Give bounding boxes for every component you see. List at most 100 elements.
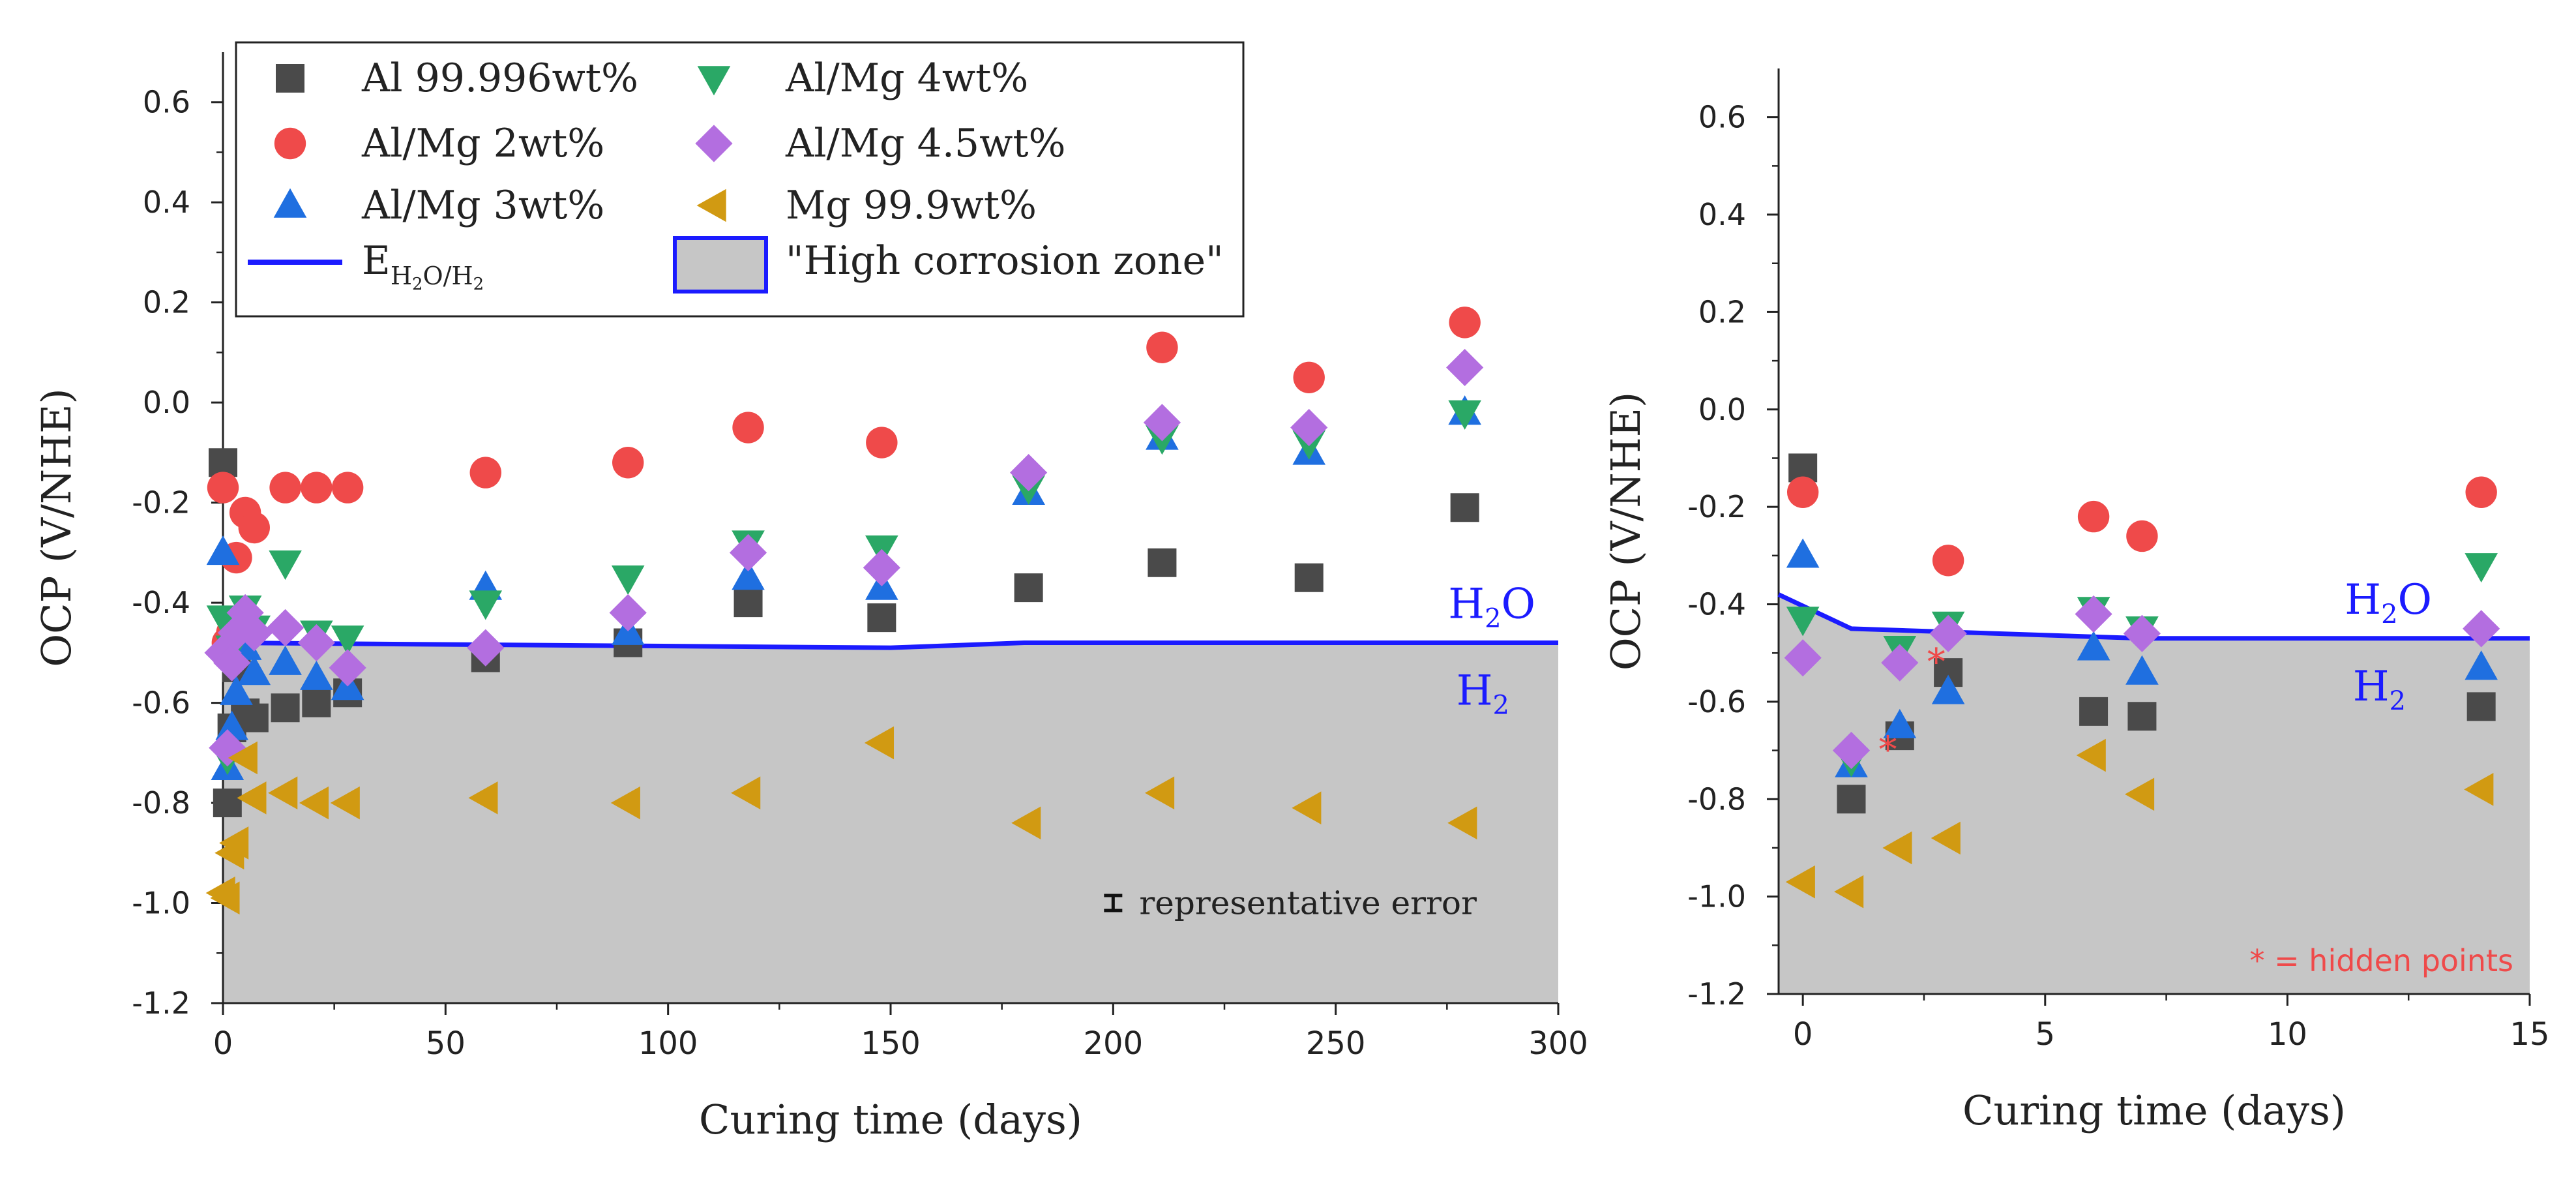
label-h2: H2	[1457, 667, 1509, 720]
x-tick-label: 100	[638, 1025, 698, 1062]
x-tick-label: 0	[1793, 1016, 1813, 1053]
data-point	[732, 560, 765, 590]
data-point	[1450, 493, 1479, 522]
data-point	[610, 786, 640, 820]
legend-label: Al 99.996wt%	[361, 55, 638, 101]
series-al-mg-3wt-	[1786, 538, 2498, 777]
data-point	[302, 688, 331, 717]
data-point	[731, 776, 761, 810]
data-point	[269, 550, 302, 580]
data-point	[1145, 776, 1175, 810]
y-tick-label: -1.2	[1687, 976, 1746, 1012]
data-point	[1010, 453, 1048, 492]
data-point	[2465, 650, 2498, 680]
legend-marker	[276, 64, 304, 93]
y-tick-label: 0.2	[1698, 294, 1746, 329]
x-tick-label: 15	[2509, 1016, 2549, 1053]
x-tick-label: 5	[2036, 1016, 2056, 1053]
hidden-point-asterisk: *	[1927, 641, 1946, 684]
data-point	[1931, 674, 1965, 704]
x-tick-label: 200	[1084, 1025, 1144, 1062]
data-point	[1788, 453, 1818, 483]
data-point	[1449, 307, 1481, 339]
y-tick-label: 0.0	[143, 385, 190, 420]
data-point	[269, 645, 302, 675]
data-point	[469, 457, 501, 489]
data-point	[268, 776, 298, 810]
data-point	[331, 625, 364, 655]
legend-label: Al/Mg 2wt%	[361, 121, 604, 166]
data-point	[226, 594, 264, 632]
x-tick-label: 150	[861, 1025, 921, 1062]
data-point	[2079, 697, 2109, 726]
data-point	[266, 609, 304, 647]
legend: Al 99.996wt% Al/Mg 4wt% Al/Mg 2wt% Al/Mg 4.…	[235, 41, 1245, 318]
legend-marker	[274, 127, 306, 160]
data-point	[213, 789, 242, 818]
data-point	[2125, 655, 2159, 685]
hidden-point-asterisk: *	[1878, 729, 1897, 772]
legend-line-label: EH2O/H2	[362, 238, 484, 294]
data-point	[867, 603, 896, 633]
data-point	[215, 710, 248, 740]
label-h2: H2	[2353, 663, 2406, 716]
data-point	[1786, 476, 1819, 508]
data-point	[732, 412, 764, 444]
y-tick-label: -0.4	[132, 585, 190, 620]
data-point	[1290, 408, 1328, 447]
data-point	[1832, 731, 1871, 770]
x-tick-label: 0	[213, 1025, 233, 1062]
data-point	[1147, 548, 1177, 577]
data-point	[209, 448, 237, 477]
data-point	[1014, 573, 1043, 603]
data-point	[2125, 777, 2155, 811]
legend-marker	[273, 188, 307, 218]
y-tick-label: 0.4	[143, 185, 190, 220]
series-mg-99-9wt-	[205, 726, 1477, 915]
data-point	[210, 881, 240, 915]
label-h2o: H2O	[1448, 580, 1535, 633]
y-tick-label: 0.6	[1698, 100, 1746, 135]
data-point	[237, 655, 271, 685]
data-point	[1786, 538, 1820, 568]
data-point	[469, 590, 503, 620]
hidden-points-note: * = hidden points	[2250, 943, 2513, 978]
data-point	[866, 427, 898, 459]
data-point	[2076, 738, 2106, 772]
x-tick-label: 250	[1306, 1025, 1366, 1062]
x-tick-label: 50	[426, 1025, 466, 1062]
data-point	[609, 594, 647, 632]
data-point	[1929, 614, 1967, 652]
data-point	[1784, 639, 1822, 677]
data-point	[2077, 631, 2110, 661]
high-corrosion-zone	[223, 642, 1558, 1003]
legend-label: Al/Mg 3wt%	[361, 183, 604, 228]
data-point	[237, 781, 267, 815]
reference-line-h2o-h2	[222, 640, 1558, 650]
data-point	[2075, 595, 2112, 633]
chart-panel-2: -1.2 -1.0 -0.8 -0.6 -0.4 -0.2 0.0 0.2 0.4 0.6 0 5 10…	[1602, 68, 2550, 1134]
data-point	[467, 629, 505, 667]
data-point	[1882, 831, 1912, 865]
data-point	[228, 741, 258, 775]
series-al-mg-4-5wt-	[1784, 595, 2500, 770]
data-point	[1447, 806, 1477, 840]
data-point	[1883, 708, 1917, 738]
data-point	[1446, 348, 1484, 387]
data-point	[1143, 404, 1181, 442]
y-tick-label: -0.2	[132, 485, 190, 520]
data-point	[2077, 500, 2110, 533]
data-point	[1448, 400, 1481, 430]
data-point	[207, 472, 239, 504]
data-point	[1011, 806, 1041, 840]
data-point	[1293, 361, 1325, 393]
series-al-mg-2wt-	[207, 307, 1481, 659]
data-point	[1932, 545, 1964, 577]
data-point	[1294, 563, 1324, 592]
data-point	[2465, 476, 2497, 508]
x-axis-title: Curing time (days)	[1962, 1087, 2346, 1134]
data-point	[1881, 644, 1919, 682]
data-point	[2463, 610, 2500, 648]
data-point	[330, 786, 360, 820]
